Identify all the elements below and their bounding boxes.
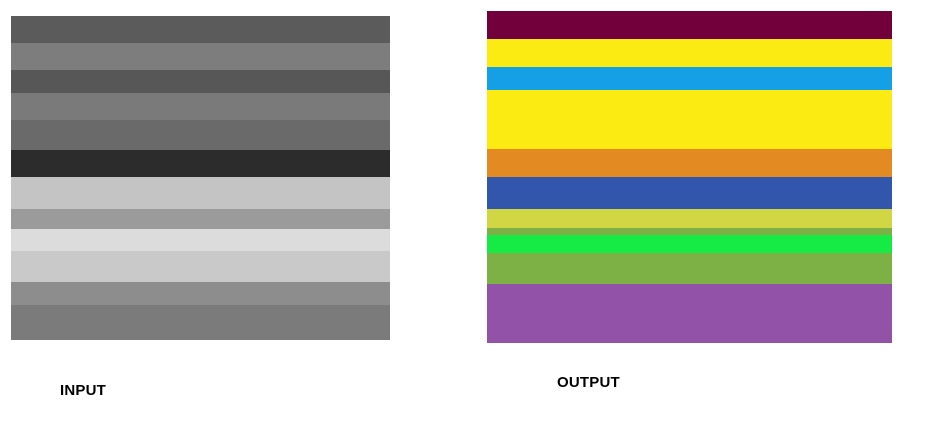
- input-stripe: [11, 282, 390, 305]
- output-stripe: [487, 209, 892, 228]
- output-stripe: [487, 177, 892, 209]
- input-stripe: [11, 16, 390, 43]
- input-stripe: [11, 229, 390, 251]
- output-label: OUTPUT: [557, 374, 620, 391]
- input-stripe: [11, 305, 390, 340]
- output-stripe: [487, 67, 892, 90]
- output-stripe: [487, 149, 892, 177]
- input-stripe-panel: [11, 16, 390, 340]
- output-stripe: [487, 39, 892, 67]
- output-stripe-panel: [487, 11, 892, 343]
- output-stripe: [487, 253, 892, 284]
- input-stripe: [11, 150, 390, 177]
- input-stripe: [11, 251, 390, 282]
- input-stripe: [11, 93, 390, 120]
- output-stripe: [487, 11, 892, 39]
- input-stripe: [11, 209, 390, 229]
- output-stripe: [487, 90, 892, 149]
- input-label: INPUT: [60, 382, 106, 399]
- output-stripe: [487, 284, 892, 343]
- output-stripe: [487, 228, 892, 235]
- input-stripe: [11, 177, 390, 209]
- input-stripe: [11, 120, 390, 150]
- output-stripe: [487, 235, 892, 253]
- input-stripe: [11, 43, 390, 70]
- input-stripe: [11, 70, 390, 93]
